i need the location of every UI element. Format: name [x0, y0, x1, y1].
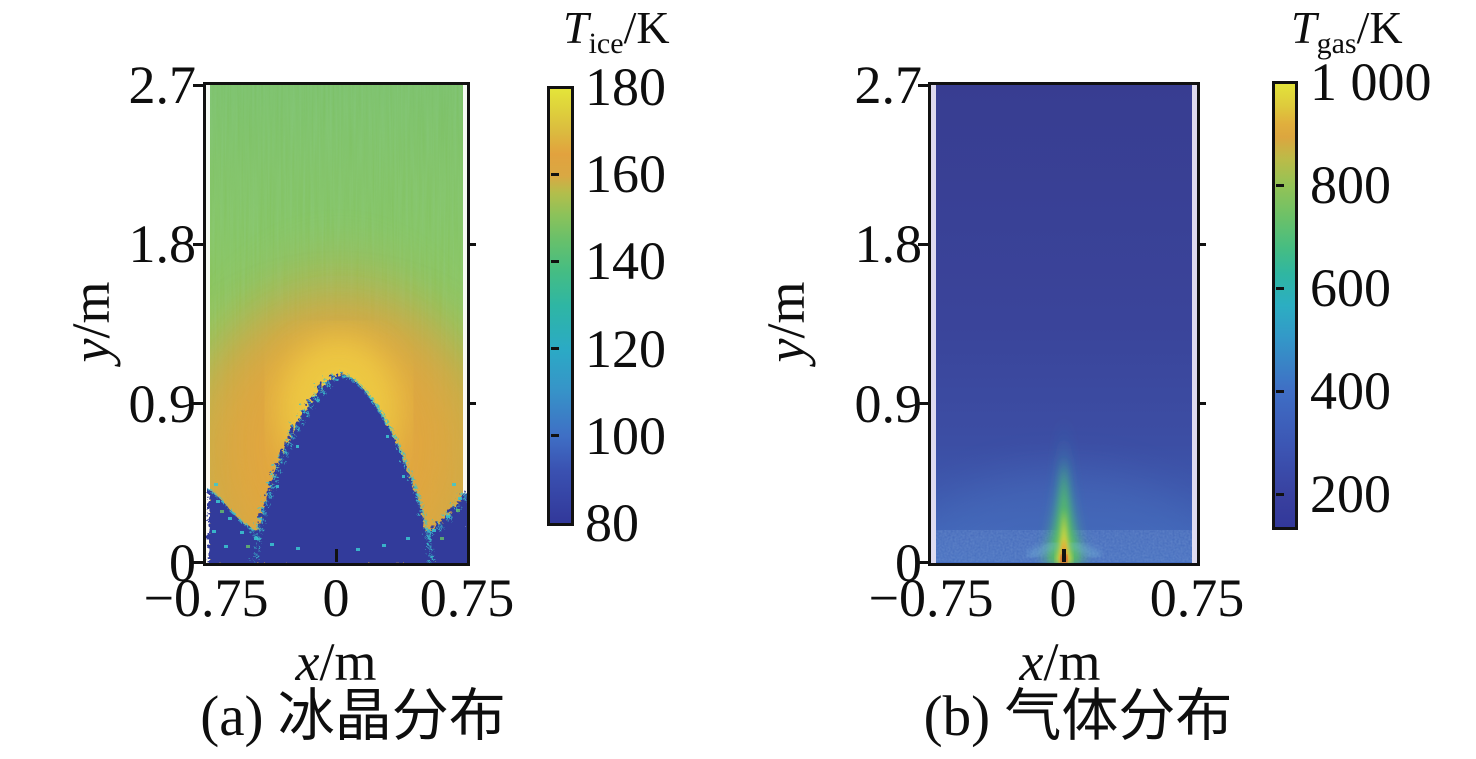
colorbar-a	[547, 86, 574, 526]
panel-a-ytick-mark-right	[470, 402, 476, 405]
panel-a-ytick-mark	[193, 402, 206, 405]
panel-b-ytick-mark	[918, 84, 931, 87]
panel-a-xtick-mark	[335, 549, 338, 562]
colorbar-b-tick-label: 600	[1310, 258, 1391, 318]
colorbar-b-title: Tgas/K	[1291, 0, 1403, 59]
colorbar-a-var: T	[563, 2, 589, 53]
colorbar-b-tick-label: 400	[1310, 361, 1391, 421]
colorbar-b-var: T	[1291, 2, 1317, 53]
panel-a-yaxis-label: y/m	[61, 242, 127, 402]
panel-b-xtick-label: 0.75	[1149, 568, 1245, 628]
panel-b-ytick-label: 2.7	[854, 55, 923, 115]
panel-a-ytick-mark	[193, 561, 206, 564]
colorbar-a-sub: ice	[588, 27, 624, 60]
panel-a-xtick-label: 0.75	[419, 568, 515, 628]
colorbar-a-unit: /K	[623, 2, 670, 53]
panel-a-xtick-label: −0.75	[143, 568, 269, 628]
colorbar-a-tick-mark	[551, 173, 559, 176]
panel-a-xtick-label: 0	[322, 568, 350, 628]
colorbar-a-tick-mark	[551, 347, 559, 350]
colorbar-a-tick-label: 140	[585, 231, 666, 291]
colorbar-b-sub: gas	[1316, 27, 1357, 60]
colorbar-a-tick-mark	[551, 260, 559, 263]
colorbar-a-tick-label: 180	[585, 57, 666, 117]
panel-b-ytick-mark	[918, 402, 931, 405]
y-var: y	[756, 338, 816, 363]
x-var: x	[295, 632, 320, 692]
gas-temperature-heatmap	[931, 85, 1197, 563]
y-unit: /m	[756, 281, 816, 339]
panel-a-xaxis-label: x/m	[276, 634, 396, 690]
panel-b-caption: (b) 气体分布	[923, 685, 1233, 748]
colorbar-a-title: Tice/K	[563, 0, 670, 59]
panel-a-plot	[203, 82, 470, 566]
panel-b-ytick-mark	[918, 561, 931, 564]
colorbar-b	[1272, 81, 1298, 530]
panel-b-ytick-mark-right	[1200, 243, 1206, 246]
panel-b-ytick-label: 0.9	[854, 374, 923, 434]
panel-b-xtick-mark	[1062, 549, 1066, 562]
panel-a-ytick-label: 1.8	[128, 214, 197, 274]
colorbar-b-tick-label: 800	[1310, 155, 1391, 215]
colorbar-b-tick-mark	[1276, 184, 1284, 187]
colorbar-b-tick-label: 1 000	[1310, 52, 1432, 112]
panel-b-xaxis-label: x/m	[1000, 634, 1120, 690]
panel-b-xtick-label: −0.75	[868, 568, 994, 628]
panel-a-caption: (a) 冰晶分布	[200, 685, 506, 748]
panel-a-ytick-mark	[193, 243, 206, 246]
panel-b-plot	[928, 82, 1200, 566]
y-unit: /m	[61, 281, 121, 339]
colorbar-a-tick-label: 100	[585, 406, 666, 466]
panel-b-ytick-label: 1.8	[854, 214, 923, 274]
colorbar-a-tick-label: 80	[585, 493, 639, 553]
panel-b-xtick-label: 0	[1049, 568, 1077, 628]
panel-b-ytick-label: 0	[895, 533, 922, 593]
colorbar-b-tick-mark	[1276, 287, 1284, 290]
x-unit: /m	[319, 632, 377, 692]
panel-b-ytick-mark	[918, 243, 931, 246]
colorbar-b-unit: /K	[1356, 2, 1403, 53]
colorbar-a-tick-label: 160	[585, 144, 666, 204]
panel-a-ytick-mark-right	[470, 243, 476, 246]
speckle-dots	[212, 435, 462, 551]
y-var: y	[61, 338, 121, 363]
panel-a-ytick-label: 2.7	[128, 55, 197, 115]
panel-b-ytick-mark-right	[1200, 402, 1206, 405]
colorbar-b-tick-mark	[1276, 390, 1284, 393]
speckle-dots-green	[220, 509, 460, 548]
x-var: x	[1019, 632, 1044, 692]
panel-a-ytick-label: 0	[169, 533, 196, 593]
colorbar-b-tick-mark	[1276, 493, 1284, 496]
panel-a-ytick-label: 0.9	[128, 374, 197, 434]
ice-temperature-heatmap	[206, 85, 467, 563]
colorbar-b-tick-label: 200	[1310, 464, 1391, 524]
panel-b-yaxis-label: y/m	[756, 242, 822, 402]
colorbar-a-tick-label: 120	[585, 319, 666, 379]
x-unit: /m	[1043, 632, 1101, 692]
panel-a-ytick-mark	[193, 84, 206, 87]
colorbar-a-tick-mark	[551, 434, 559, 437]
